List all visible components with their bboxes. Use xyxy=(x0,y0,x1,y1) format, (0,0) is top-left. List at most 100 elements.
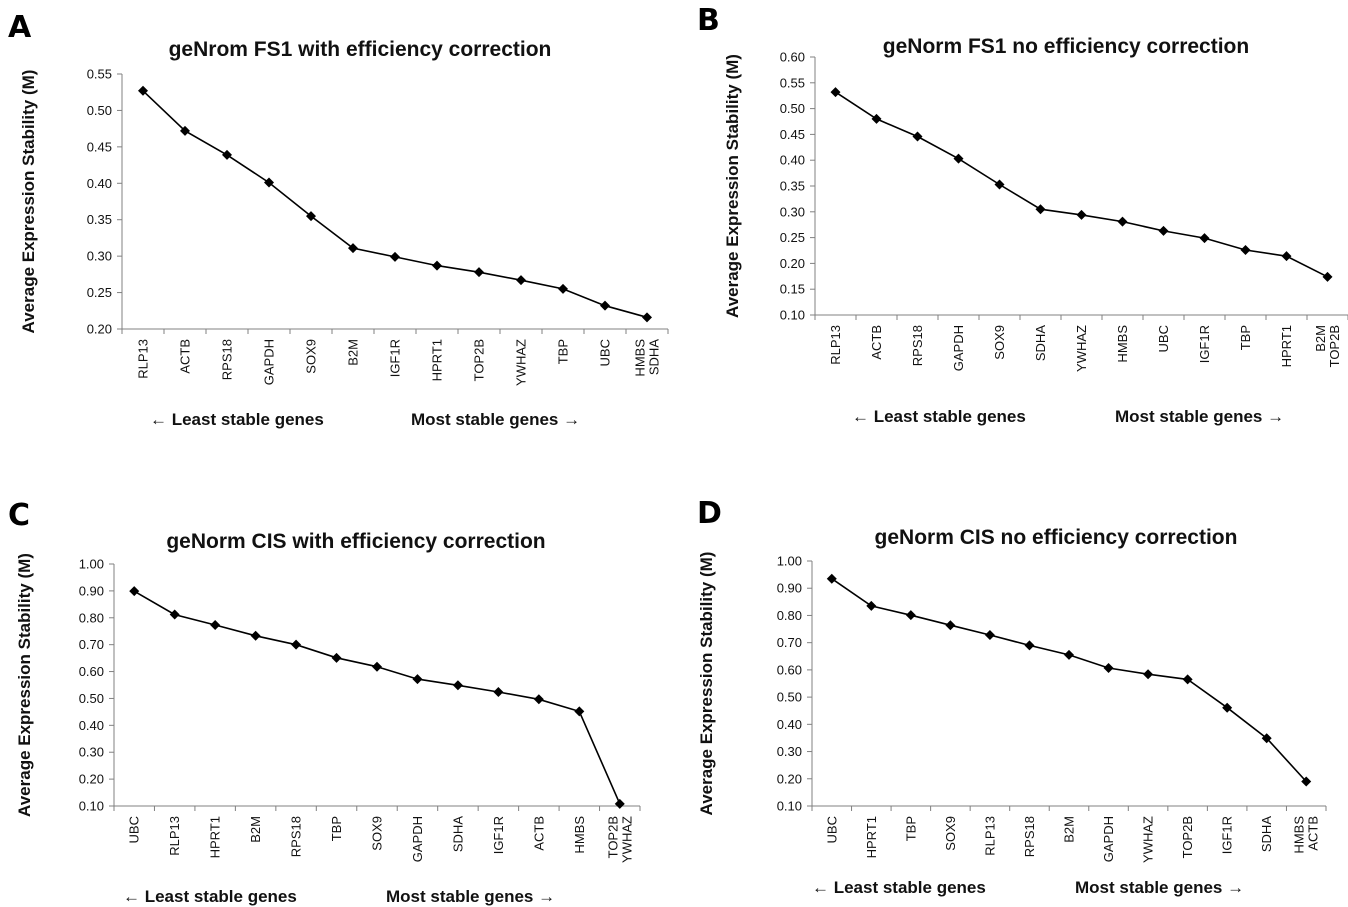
y-tick-label: 0.30 xyxy=(780,204,805,219)
x-tick-label: UBC xyxy=(598,339,613,366)
x-tick-label: HMBS xyxy=(633,339,648,377)
series-line xyxy=(835,91,1328,278)
y-tick-label: 0.50 xyxy=(87,103,112,118)
data-point-marker xyxy=(306,211,316,222)
y-tick-label: 0.45 xyxy=(780,127,805,142)
series-line xyxy=(133,590,621,805)
y-tick-label: 0.10 xyxy=(777,799,802,814)
y-tick-label: 0.50 xyxy=(79,691,104,706)
data-point-marker xyxy=(138,85,148,96)
data-point-marker xyxy=(984,630,995,641)
most-stable-note: Most stable genes → xyxy=(411,410,580,429)
x-tick-label: TOP2B xyxy=(472,339,487,381)
y-tick-label: 0.90 xyxy=(79,583,104,598)
x-tick-label: RPS18 xyxy=(289,816,304,857)
chart-title: geNorm CIS no efficiency correction xyxy=(875,526,1238,549)
y-tick-label: 1.00 xyxy=(777,554,802,569)
x-tick-label: GAPDH xyxy=(410,816,425,862)
x-tick-label: SDHA xyxy=(1259,816,1274,852)
data-point-marker xyxy=(1103,662,1114,673)
data-point-marker xyxy=(210,620,221,631)
x-tick-label: ACTB xyxy=(869,325,884,360)
x-tick-label: YWHAZ xyxy=(514,339,529,386)
data-point-marker xyxy=(953,153,964,164)
x-tick-label: ACTB xyxy=(1306,816,1321,851)
y-tick-label: 0.55 xyxy=(780,75,805,90)
chart-title: geNrom FS1 with efficiency correction xyxy=(169,38,552,61)
data-point-marker xyxy=(1158,225,1169,236)
y-tick-label: 0.25 xyxy=(87,285,112,300)
data-point-marker xyxy=(291,639,302,650)
x-tick-label: HPRT1 xyxy=(208,816,223,858)
y-tick-label: 0.10 xyxy=(780,308,805,323)
series-line xyxy=(831,578,1307,783)
most-stable-note: Most stable genes → xyxy=(1115,407,1284,426)
x-tick-label: SOX9 xyxy=(370,816,385,851)
chart-title: geNorm FS1 no efficiency correction xyxy=(883,35,1249,58)
y-tick-label: 0.20 xyxy=(87,322,112,337)
data-point-marker xyxy=(1281,251,1292,262)
x-tick-label: ACTB xyxy=(178,339,193,374)
x-tick-label: SOX9 xyxy=(943,816,958,851)
x-tick-label: B2M xyxy=(1313,325,1328,352)
data-point-marker xyxy=(129,586,140,597)
x-tick-label: RLP13 xyxy=(982,816,997,856)
x-tick-label: HMBS xyxy=(1292,816,1307,854)
data-point-marker xyxy=(1199,233,1210,244)
y-tick-label: 0.40 xyxy=(777,717,802,732)
panel-letter: B xyxy=(697,3,720,38)
chart-title: geNorm CIS with efficiency correction xyxy=(166,530,545,553)
data-point-marker xyxy=(912,131,923,142)
x-tick-label: TOP2B xyxy=(605,816,620,858)
x-tick-label: IGF1R xyxy=(388,339,403,377)
x-tick-label: B2M xyxy=(248,816,263,843)
y-tick-label: 0.80 xyxy=(79,610,104,625)
y-tick-label: 0.20 xyxy=(780,256,805,271)
data-point-marker xyxy=(474,267,484,278)
x-tick-label: HMBS xyxy=(572,816,587,854)
data-point-marker xyxy=(348,243,358,254)
x-tick-label: TBP xyxy=(329,816,344,841)
data-point-marker xyxy=(432,260,442,271)
x-tick-label: IGF1R xyxy=(1220,816,1235,854)
most-stable-note: Most stable genes → xyxy=(1075,878,1244,897)
y-tick-label: 0.30 xyxy=(79,745,104,760)
x-tick-label: RLP13 xyxy=(136,339,151,379)
least-stable-note: ← Least stable genes xyxy=(123,887,297,906)
y-tick-label: 0.60 xyxy=(79,664,104,679)
y-tick-label: 0.60 xyxy=(777,662,802,677)
least-stable-note: ← Least stable genes xyxy=(812,878,986,897)
x-tick-label: GAPDH xyxy=(1101,816,1116,862)
x-tick-label: UBC xyxy=(824,816,839,843)
x-tick-label: UBC xyxy=(127,816,142,843)
data-point-marker xyxy=(331,652,342,663)
data-point-marker xyxy=(600,300,610,311)
x-tick-label: TOP2B xyxy=(1327,325,1342,367)
y-tick-label: 0.10 xyxy=(79,799,104,814)
data-point-marker xyxy=(1240,244,1251,255)
data-point-marker xyxy=(945,620,956,631)
panel-letter: A xyxy=(8,10,32,45)
x-tick-label: SOX9 xyxy=(992,325,1007,360)
data-point-marker xyxy=(493,686,504,697)
least-stable-note: ← Least stable genes xyxy=(852,407,1026,426)
x-tick-label: GAPDH xyxy=(262,339,277,385)
data-point-marker xyxy=(1143,669,1154,680)
x-tick-label: YWHAZ xyxy=(619,816,634,863)
x-tick-label: HPRT1 xyxy=(430,339,445,381)
panel-letter: C xyxy=(8,498,30,533)
data-point-marker xyxy=(1182,674,1193,685)
x-tick-label: RLP13 xyxy=(167,816,182,856)
x-tick-label: YWHAZ xyxy=(1141,816,1156,863)
x-tick-label: SDHA xyxy=(450,816,465,852)
y-tick-label: 0.55 xyxy=(87,67,112,82)
data-point-marker xyxy=(452,680,463,691)
data-point-marker xyxy=(994,179,1005,190)
y-tick-label: 0.25 xyxy=(780,230,805,245)
x-tick-label: HPRT1 xyxy=(1279,325,1294,367)
y-tick-label: 0.70 xyxy=(777,635,802,650)
data-point-marker xyxy=(871,113,882,124)
